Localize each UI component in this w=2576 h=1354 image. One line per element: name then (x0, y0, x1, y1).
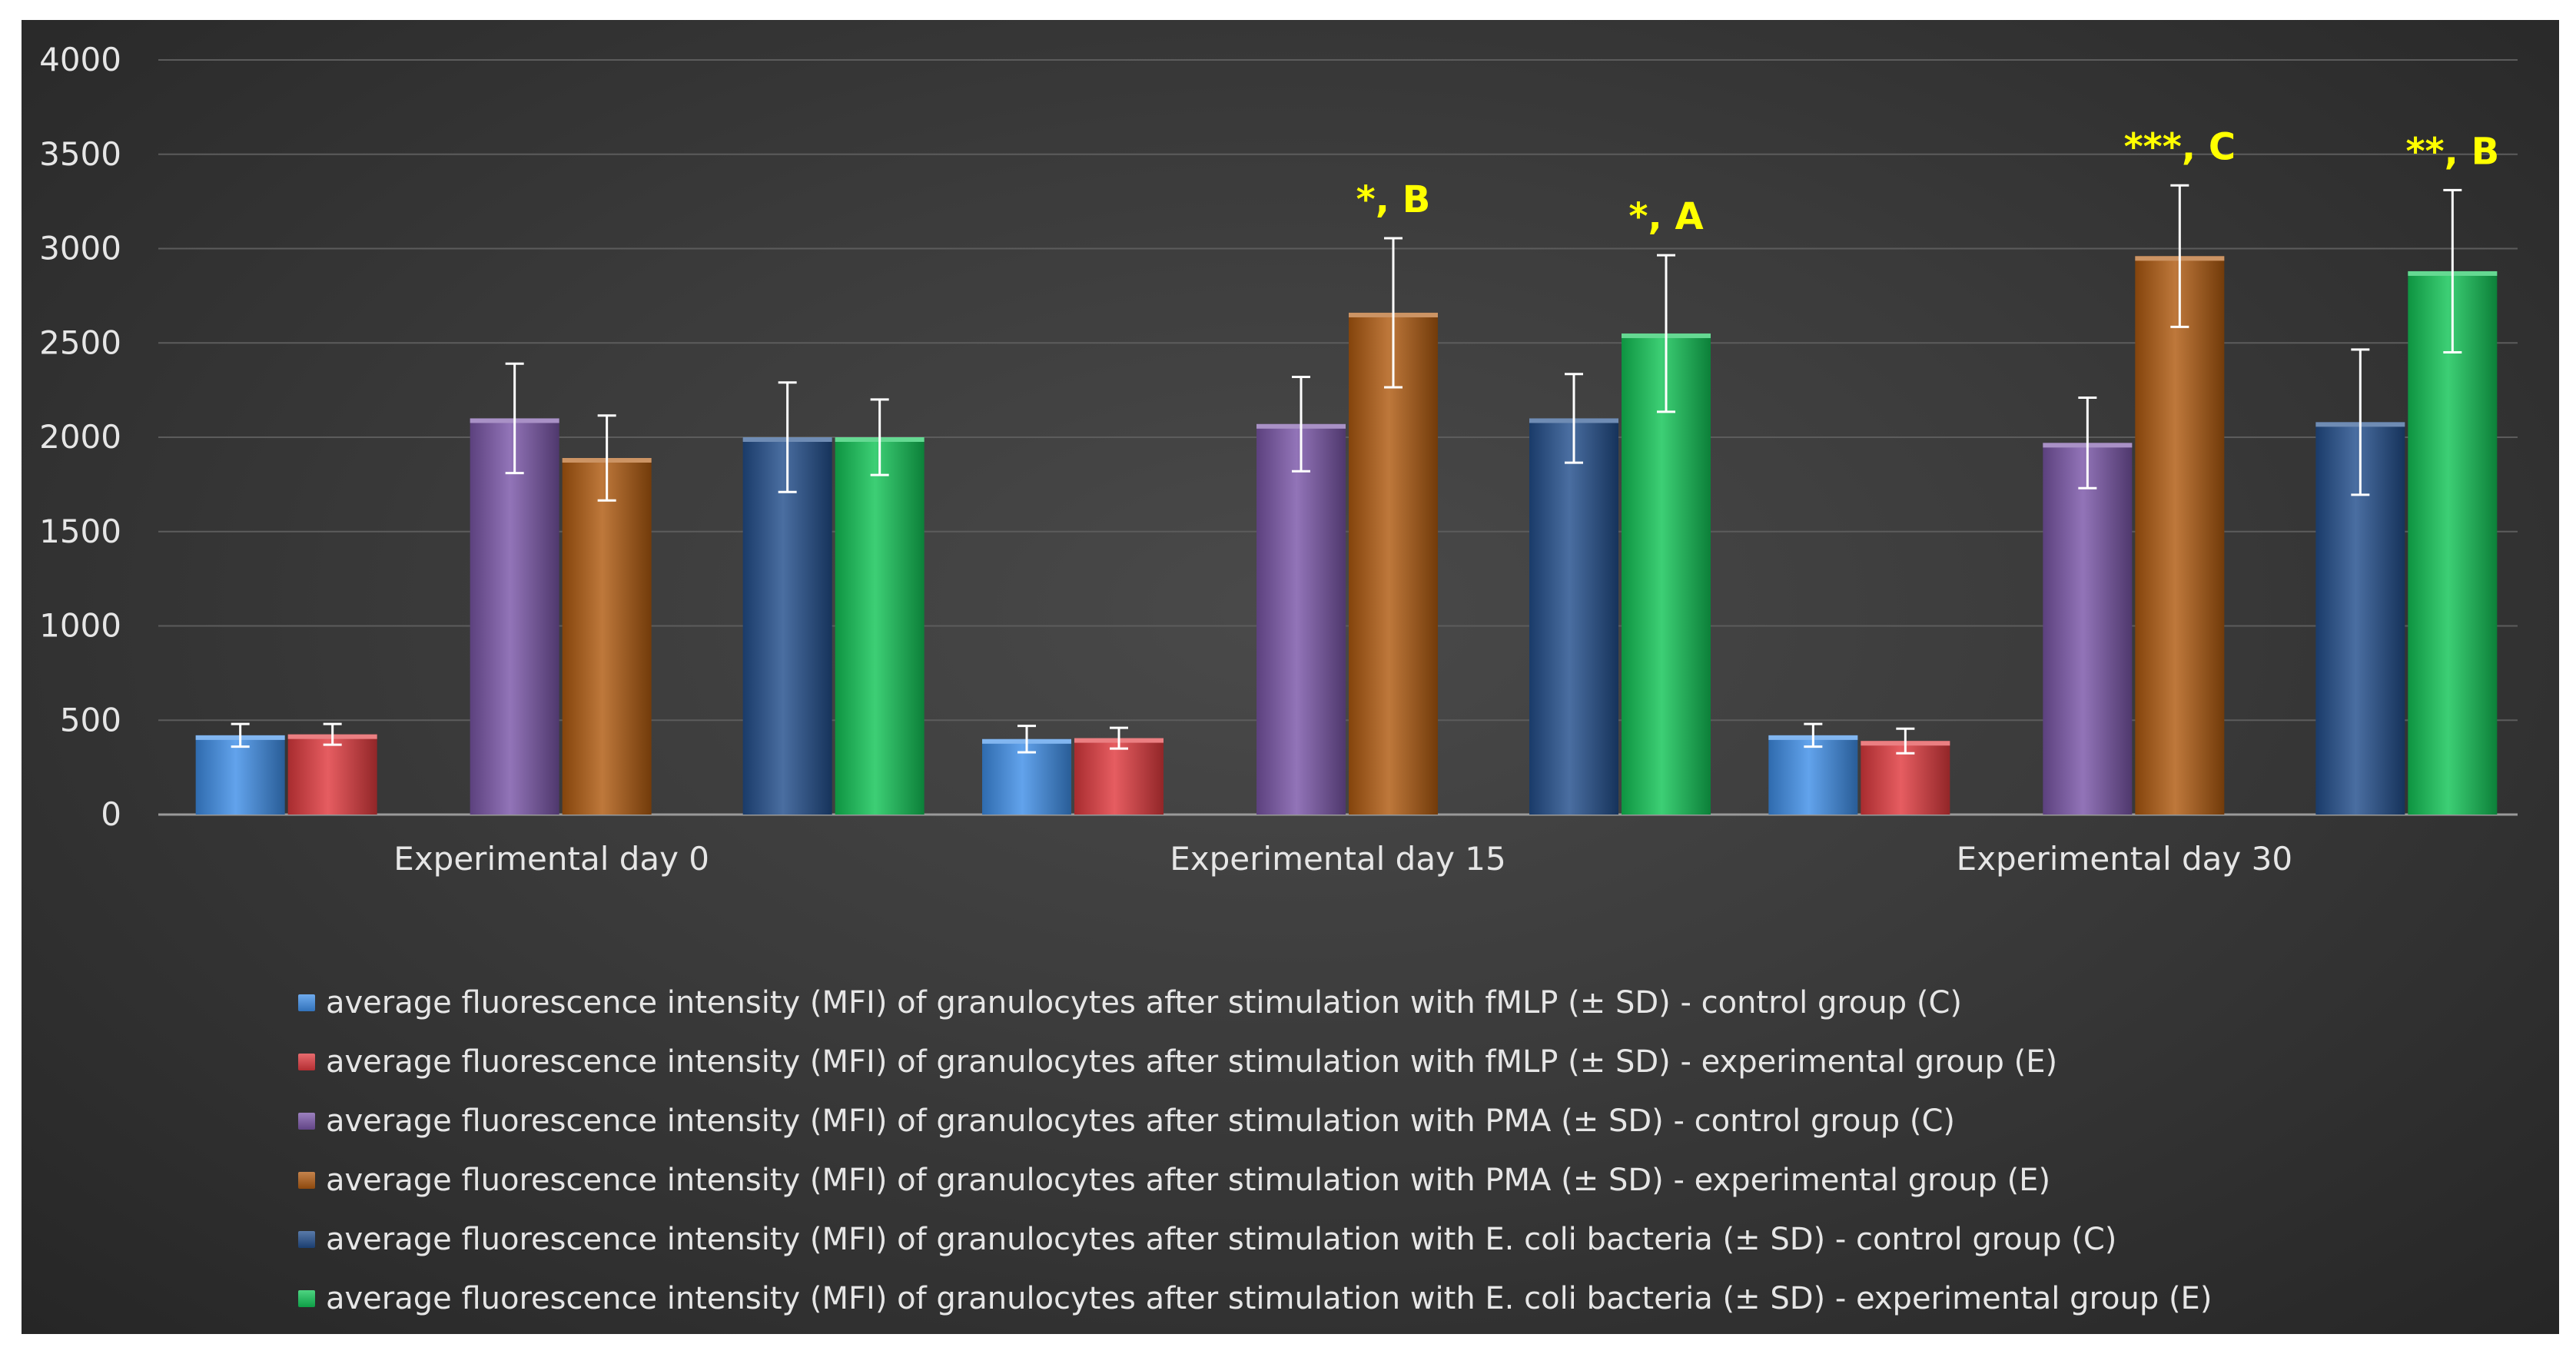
bar (742, 437, 832, 815)
legend-swatch (298, 1112, 315, 1130)
bar (2135, 256, 2225, 815)
legend-swatch (298, 1053, 315, 1070)
legend-label: average fluorescence intensity (MFI) of … (326, 1044, 2058, 1080)
bar (1529, 418, 1618, 815)
bar (1768, 735, 1858, 815)
legend-label: average fluorescence intensity (MFI) of … (326, 1221, 2117, 1257)
legend-item: average fluorescence intensity (MFI) of … (298, 1210, 2212, 1269)
legend-label: average fluorescence intensity (MFI) of … (326, 1280, 2213, 1316)
legend-label: average fluorescence intensity (MFI) of … (326, 1162, 2051, 1198)
legend-swatch (298, 1230, 315, 1248)
y-tick-label: 500 (60, 701, 121, 738)
legend-item: average fluorescence intensity (MFI) of … (298, 1091, 2212, 1150)
y-tick-label: 4000 (39, 41, 121, 78)
legend-label: average fluorescence intensity (MFI) of … (326, 1103, 1955, 1139)
bar (195, 735, 285, 815)
significance-annotation: *, A (1628, 195, 1703, 238)
y-tick-label: 2000 (39, 418, 121, 456)
bar (562, 458, 652, 815)
bar (2408, 270, 2498, 815)
bar (835, 437, 925, 815)
bar (1256, 423, 1346, 815)
legend: average fluorescence intensity (MFI) of … (298, 973, 2212, 1328)
legend-swatch (298, 994, 315, 1011)
x-category-label: Experimental day 30 (1957, 840, 2292, 878)
legend-item: average fluorescence intensity (MFI) of … (298, 1269, 2212, 1328)
y-tick-label: 0 (101, 795, 121, 833)
bar (470, 418, 559, 815)
chart-svg: 0 500 1000 1500 2000 2500 3000 3500 4000 Experime… (39, 41, 2518, 878)
y-tick-label: 3000 (39, 230, 121, 267)
y-tick-label: 1000 (39, 607, 121, 645)
chart-frame: 0 500 1000 1500 2000 2500 3000 3500 4000 Experime… (22, 20, 2559, 1334)
legend-swatch (298, 1289, 315, 1307)
y-tick-label: 3500 (39, 135, 121, 173)
legend-swatch (298, 1171, 315, 1189)
x-category-label: Experimental day 15 (1170, 840, 1505, 878)
x-category-label: Experimental day 0 (393, 840, 709, 878)
bar (1349, 312, 1438, 815)
legend-item: average fluorescence intensity (MFI) of … (298, 1032, 2212, 1091)
legend-item: average fluorescence intensity (MFI) of … (298, 973, 2212, 1032)
legend-label: average fluorescence intensity (MFI) of … (326, 984, 1963, 1020)
bar (287, 734, 377, 815)
bar (1622, 333, 1711, 815)
bar (2043, 443, 2133, 815)
bar (1074, 738, 1164, 815)
significance-annotation: *, B (1356, 178, 1431, 221)
y-tick-label: 2500 (39, 324, 121, 361)
legend-item: average fluorescence intensity (MFI) of … (298, 1150, 2212, 1210)
y-tick-label: 1500 (39, 513, 121, 550)
significance-annotation: ***, C (2124, 125, 2236, 168)
significance-annotation: **, B (2405, 130, 2499, 173)
